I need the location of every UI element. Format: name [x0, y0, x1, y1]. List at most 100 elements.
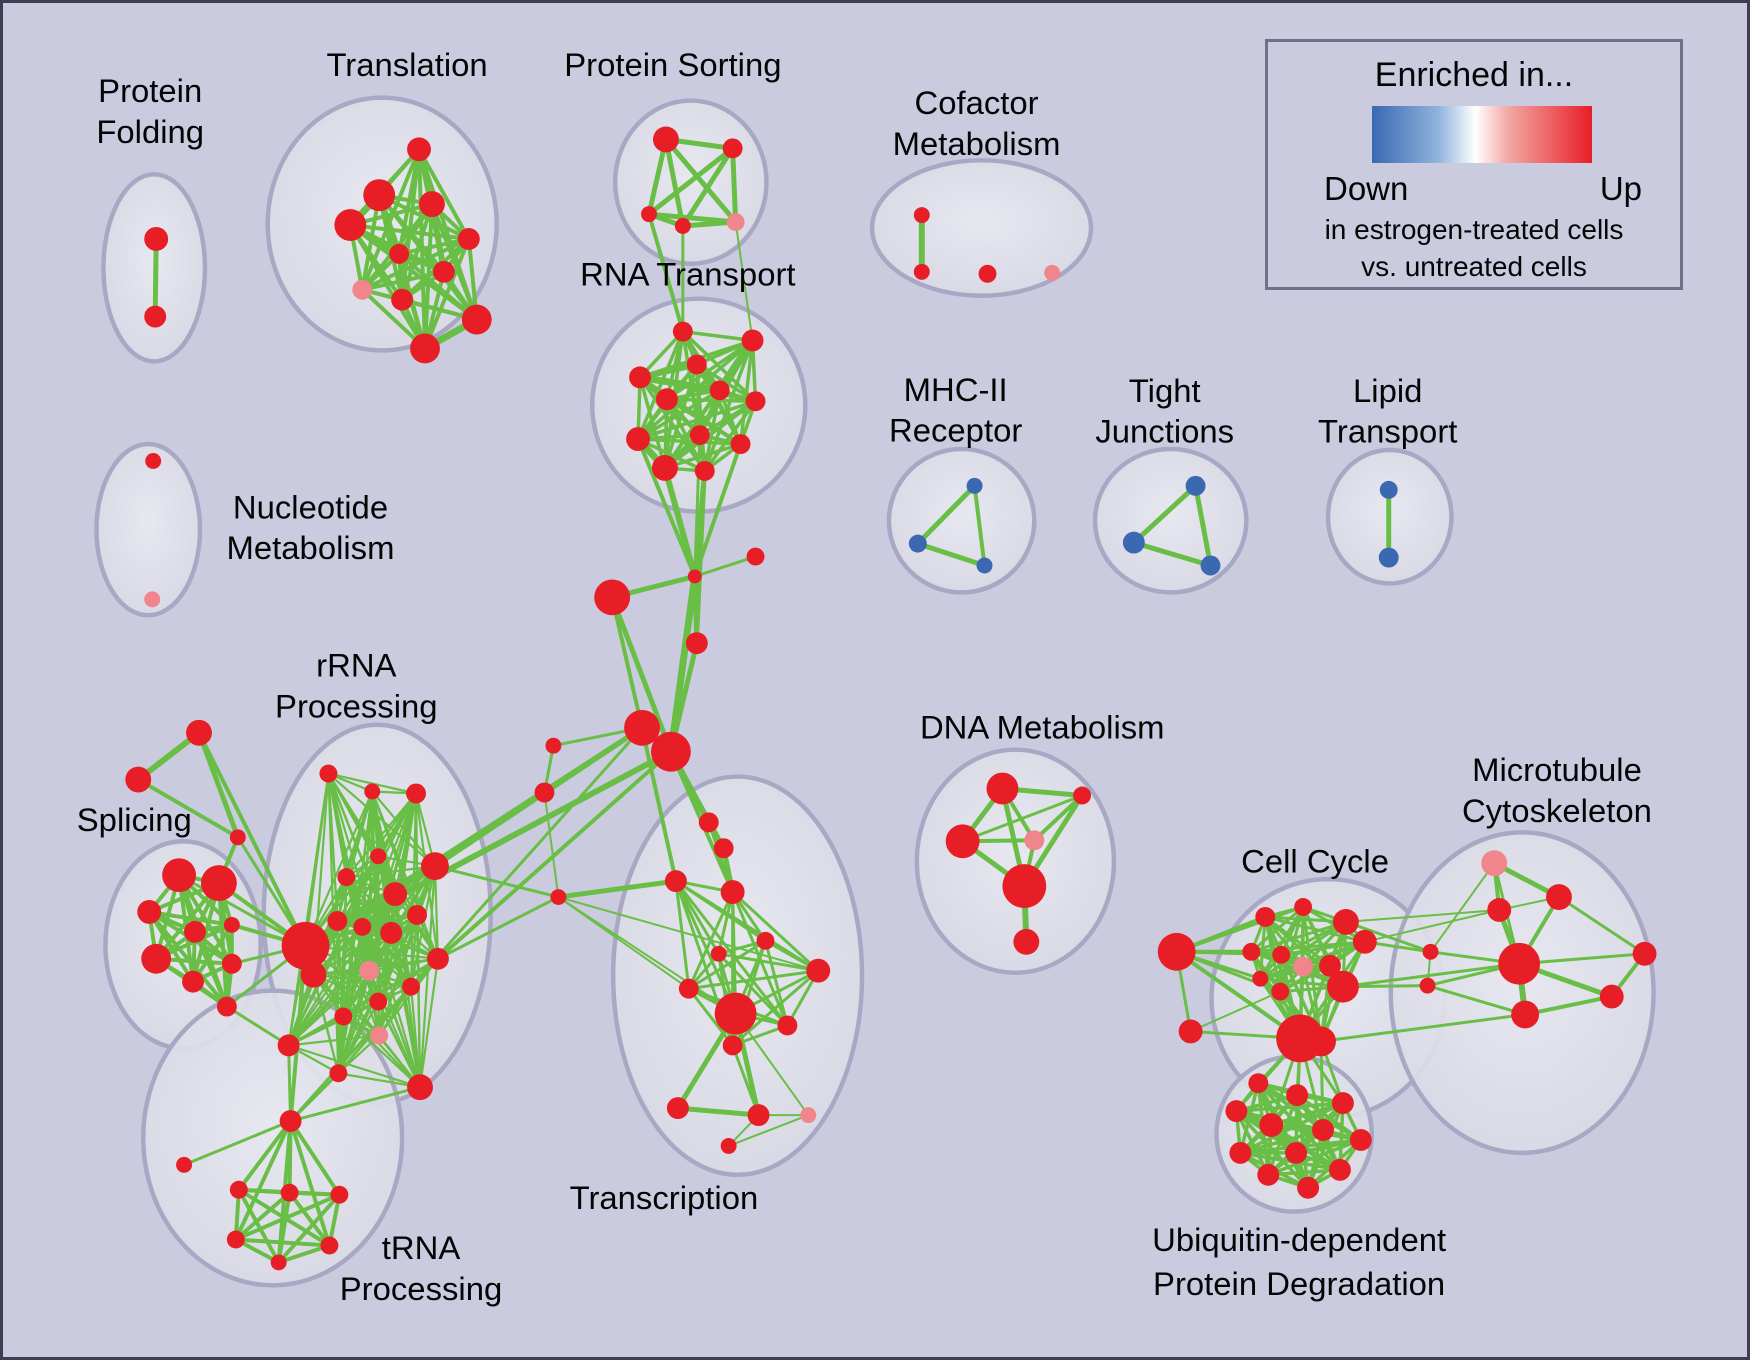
node-tight_junctions-2[interactable] — [1200, 555, 1221, 576]
node-microtubule_cytoskeleton-5[interactable] — [1511, 1000, 1540, 1029]
node-rrna_processing-21[interactable] — [370, 1026, 389, 1045]
node-ubiquitin-4[interactable] — [1259, 1113, 1284, 1137]
node-cell_cycle-7[interactable] — [1272, 945, 1291, 964]
node-trna_processing-6[interactable] — [320, 1236, 339, 1255]
node-tight_junctions-1[interactable] — [1122, 531, 1145, 554]
node-cell_cycle-5[interactable] — [1352, 929, 1377, 954]
node-rrna_processing-16[interactable] — [369, 992, 388, 1011]
node-translation-0[interactable] — [407, 137, 431, 162]
node-protein_sorting-0[interactable] — [652, 126, 679, 153]
node-trna_processing-2[interactable] — [229, 1180, 248, 1199]
node-cell_cycle-2[interactable] — [1255, 906, 1276, 927]
node-ubiquitin-5[interactable] — [1312, 1119, 1334, 1141]
node-transcription-0[interactable] — [698, 812, 719, 833]
node-dna_metabolism-2[interactable] — [945, 824, 980, 859]
node-translation-4[interactable] — [457, 228, 480, 250]
node-cofactor_metabolism-0[interactable] — [913, 207, 930, 224]
node-splicing-4[interactable] — [184, 920, 206, 943]
node-trna_processing-1[interactable] — [176, 1156, 193, 1173]
node-cell_cycle-0[interactable] — [1157, 932, 1196, 971]
node-transcription-12[interactable] — [747, 1104, 770, 1127]
node-rrna_processing-8[interactable] — [407, 905, 427, 925]
node-cell_cycle-3[interactable] — [1294, 898, 1313, 916]
node-rrna_processing-18[interactable] — [277, 1034, 300, 1057]
node-rrna_processing-5[interactable] — [421, 852, 449, 881]
node-protein_sorting-2[interactable] — [641, 206, 657, 223]
node-nucleotide_metabolism-0[interactable] — [145, 453, 162, 469]
node-rrna_processing-0[interactable] — [319, 764, 338, 783]
node-rna_transport-7[interactable] — [626, 427, 650, 452]
node-transcription-5[interactable] — [710, 945, 727, 962]
node-hub-6[interactable] — [545, 737, 562, 754]
node-cell_cycle-6[interactable] — [1242, 942, 1261, 961]
node-lipid_transport-0[interactable] — [1379, 480, 1398, 499]
node-hub-2[interactable] — [594, 579, 631, 616]
node-hub-0[interactable] — [687, 569, 702, 584]
node-ubiquitin-2[interactable] — [1331, 1092, 1354, 1115]
node-transcription-9[interactable] — [777, 1015, 798, 1036]
node-splicing-8[interactable] — [216, 996, 237, 1017]
node-mhc_ii_receptor-2[interactable] — [976, 557, 993, 574]
node-trna_processing-3[interactable] — [280, 1183, 299, 1202]
node-microtubule_cytoskeleton-1[interactable] — [1546, 884, 1572, 910]
node-translation-9[interactable] — [461, 304, 492, 335]
node-dna_metabolism-3[interactable] — [1024, 830, 1045, 851]
node-ubiquitin-11[interactable] — [1297, 1176, 1320, 1199]
node-protein_folding-0[interactable] — [144, 227, 169, 251]
node-dna_metabolism-1[interactable] — [1073, 786, 1092, 805]
node-dna_metabolism-4[interactable] — [1002, 864, 1047, 908]
node-rna_transport-9[interactable] — [730, 434, 751, 455]
node-ubiquitin-7[interactable] — [1229, 1141, 1252, 1164]
node-cell_cycle-8[interactable] — [1293, 956, 1314, 977]
node-splicing_outer-1[interactable] — [125, 766, 152, 793]
node-rrna_processing-2[interactable] — [406, 783, 426, 804]
node-trna_processing-4[interactable] — [330, 1185, 349, 1204]
node-ubiquitin-1[interactable] — [1286, 1084, 1309, 1107]
node-rna_transport-11[interactable] — [694, 460, 715, 481]
node-dna_metabolism-5[interactable] — [1013, 928, 1040, 955]
node-hub-4[interactable] — [624, 709, 660, 746]
node-rrna_processing-9[interactable] — [353, 917, 372, 936]
node-cell_cycle-14[interactable] — [1306, 1026, 1336, 1057]
node-splicing-0[interactable] — [162, 858, 197, 893]
node-cell_cycle-9[interactable] — [1319, 954, 1341, 977]
node-rna_transport-5[interactable] — [655, 388, 678, 411]
node-rrna_processing-17[interactable] — [334, 1007, 353, 1026]
node-transcription-14[interactable] — [720, 1137, 737, 1154]
node-cofactor_metabolism-3[interactable] — [1044, 264, 1061, 281]
node-rna_transport-4[interactable] — [709, 380, 730, 401]
node-splicing-1[interactable] — [200, 865, 237, 902]
node-cell_cycle-15[interactable] — [1422, 943, 1439, 960]
node-rrna_processing-1[interactable] — [364, 783, 381, 800]
node-rna_transport-8[interactable] — [689, 425, 710, 446]
node-hub-8[interactable] — [550, 889, 567, 906]
node-cell_cycle-4[interactable] — [1332, 908, 1359, 935]
node-translation-7[interactable] — [352, 279, 373, 300]
node-trna_processing-0[interactable] — [279, 1110, 302, 1132]
node-hub-3[interactable] — [685, 632, 708, 655]
node-splicing_outer-2[interactable] — [229, 829, 246, 846]
node-rrna_processing-3[interactable] — [370, 848, 387, 865]
node-transcription-3[interactable] — [664, 870, 687, 893]
node-ubiquitin-8[interactable] — [1285, 1141, 1308, 1164]
node-transcription-13[interactable] — [800, 1107, 817, 1124]
node-translation-2[interactable] — [419, 191, 445, 218]
node-hub-5[interactable] — [650, 731, 691, 772]
node-cell_cycle-1[interactable] — [1178, 1019, 1203, 1044]
node-microtubule_cytoskeleton-3[interactable] — [1498, 942, 1541, 985]
node-splicing-2[interactable] — [137, 900, 162, 924]
node-trna_processing-5[interactable] — [226, 1230, 245, 1249]
node-microtubule_cytoskeleton-6[interactable] — [1632, 941, 1657, 966]
node-trna_processing-7[interactable] — [270, 1254, 287, 1271]
node-rna_transport-2[interactable] — [686, 354, 707, 375]
node-translation-6[interactable] — [432, 260, 455, 283]
node-cell_cycle-11[interactable] — [1271, 982, 1290, 1001]
node-rna_transport-10[interactable] — [651, 454, 678, 481]
node-transcription-7[interactable] — [678, 978, 699, 999]
node-rna_transport-3[interactable] — [629, 366, 651, 389]
node-translation-5[interactable] — [389, 243, 410, 264]
node-protein_folding-1[interactable] — [144, 305, 167, 328]
node-protein_sorting-4[interactable] — [726, 213, 745, 231]
node-ubiquitin-10[interactable] — [1257, 1163, 1280, 1186]
node-transcription-10[interactable] — [722, 1035, 743, 1056]
